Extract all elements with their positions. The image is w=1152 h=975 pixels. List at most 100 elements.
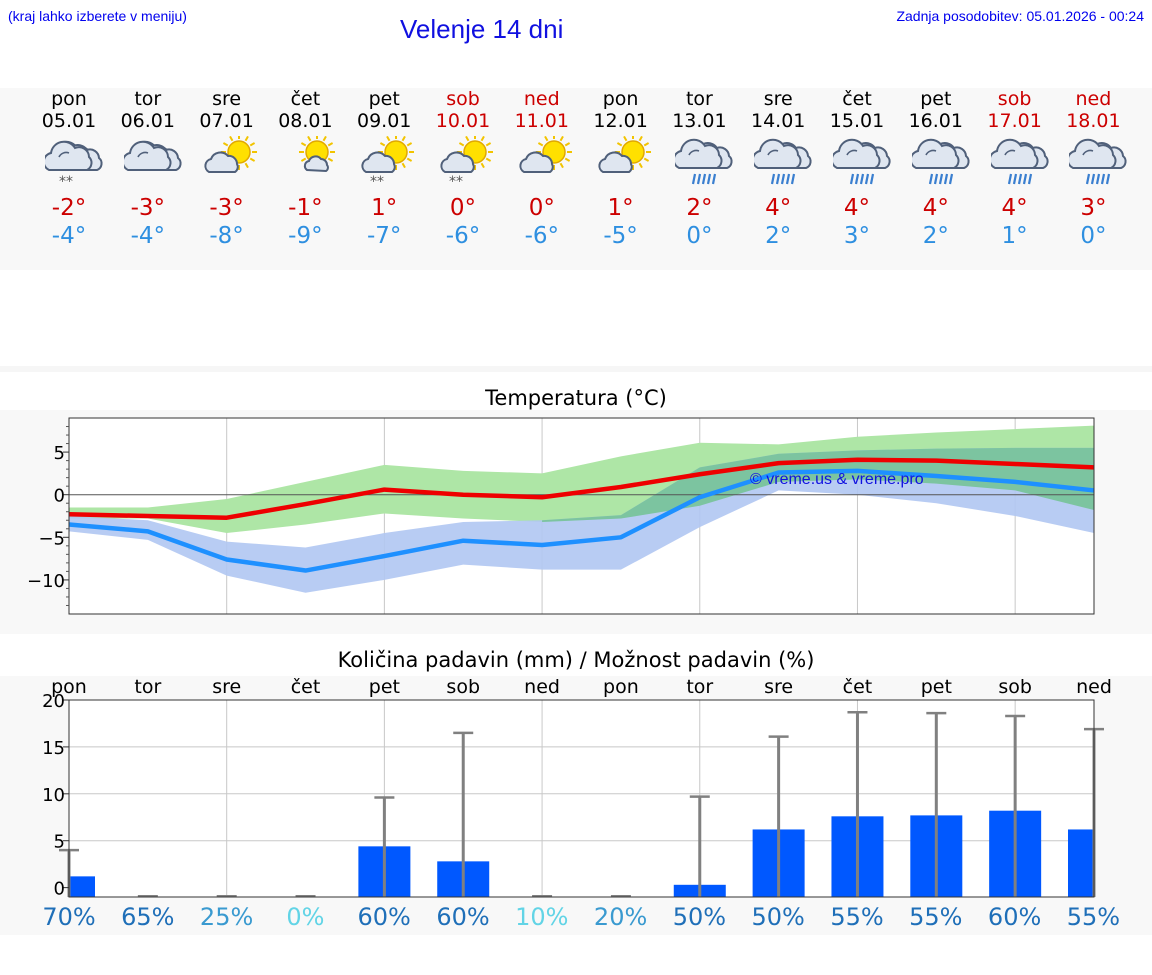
temp-min: 0° [686,223,713,249]
y-tick-label: −5 [38,528,65,549]
precip-bar [69,876,95,897]
temp-max: 4° [922,195,949,221]
sun-cloud-snow-icon: ** [423,136,503,196]
day-forecast: tor 13.01 2° 0° [659,88,739,250]
svg-text:**: ** [449,174,463,190]
day-date: 12.01 [593,110,648,132]
day-date: 16.01 [908,110,963,132]
y-tick-label: 15 [42,738,65,759]
min-temp-line [68,468,1095,573]
y-tick-label: 0 [54,486,65,507]
temp-max: -3° [209,195,244,221]
precipitation-plot: pon tor sre čet pet sob ned pon tor sre čet pet sob n… [42,676,1112,900]
precip-day-label: ned [1076,676,1112,698]
temp-min: -4° [51,223,87,249]
temp-max: 0° [528,195,555,221]
precip-chart-title: Količina padavin (mm) / Možnost padavin … [337,648,815,672]
location-hint: (kraj lahko izberete v meniju) [8,8,187,24]
day-forecast: sob 17.01 4° 1° [975,88,1055,250]
day-date: 07.01 [199,110,254,132]
precip-chance: 0% [286,903,325,931]
day-forecast: sre 07.01 -3° -8° [187,88,267,250]
sun-cloud-icon [581,136,661,196]
temperature-plot: 5 0 −5 −10 © vreme.us & vreme.pro [27,417,1095,615]
precip-chance: 10% [515,903,569,931]
day-date: 05.01 [41,110,97,132]
day-date: 09.01 [356,110,412,132]
temp-max: 0° [449,195,477,221]
temp-min: -5° [603,223,638,249]
temp-max: 4° [1001,195,1028,221]
temp-min: -7° [366,223,402,249]
day-date: 11.01 [514,110,569,132]
precip-day-label: pet [369,676,400,698]
day-forecast: čet 08.01 -1° -9° [265,88,345,250]
temp-max: 2° [686,195,713,221]
precip-chance: 70% [42,903,96,931]
day-forecast: sre 14.01 4° 2° [738,88,818,250]
temp-min: 0° [1080,223,1107,249]
temp-max: 4° [843,195,871,221]
precip-day-label: pon [603,676,639,698]
day-name: pon [51,88,87,110]
forecast-strip [0,88,1152,270]
temp-max: -2° [51,195,87,221]
day-name: sob [446,88,480,110]
precip-day-label: tor [134,676,161,698]
precip-day-label: sob [446,676,480,698]
day-name: ned [523,88,560,110]
precip-chance: 20% [593,903,648,931]
day-name: pon [602,88,639,110]
day-forecast: tor 06.01 -3° -4° [108,88,188,250]
temp-max: 1° [607,195,634,221]
precip-chance: 50% [672,903,727,931]
day-name: pet [368,88,400,110]
temp-max: -1° [288,195,323,221]
divider [0,366,1152,372]
precip-chance: 60% [987,903,1042,931]
precip-chance: 60% [436,903,490,931]
precip-chance: 25% [199,903,254,931]
day-date: 15.01 [829,110,885,132]
last-update: Zadnja posodobitev: 05.01.2026 - 00:24 [896,8,1144,24]
y-tick-label: 0 [54,879,65,900]
day-name: sre [212,88,242,110]
temp-min: -6° [445,223,481,249]
precip-chance: 55% [1066,903,1121,931]
temp-min: -8° [209,223,244,249]
precip-day-label: čet [291,676,321,698]
precip-day-label: sre [764,676,793,698]
day-name: ned [1075,88,1112,110]
day-date: 08.01 [278,110,333,132]
temperature-chart-title: Temperatura (°C) [485,386,667,410]
precip-day-label: sob [998,676,1032,698]
watermark: © vreme.us & vreme.pro [750,471,924,488]
sun-cloud-icon [502,136,582,196]
sun-small-cloud-icon [265,136,345,196]
precip-day-label: pet [921,676,952,698]
day-date: 13.01 [672,110,727,132]
day-forecast: pon 05.01 ** -2° -4° [29,88,109,250]
day-forecast: čet 15.01 4° 3° [817,88,897,250]
max-temp-line [68,457,1095,520]
cloud-icon [108,136,188,196]
temp-max: 1° [371,195,398,221]
day-forecast: pet 16.01 4° 2° [896,88,976,250]
day-forecast: ned 18.01 3° 0° [1053,88,1133,250]
day-forecast: pet 09.01 ** 1° -7° [344,88,424,250]
temp-max: 4° [765,195,792,221]
day-forecast: ned 11.01 0° -6° [502,88,582,250]
sun-cloud-icon [187,136,267,196]
day-name: sob [997,88,1032,110]
temp-max: 3° [1080,195,1107,221]
precip-day-label: sre [212,676,241,698]
y-tick-label: 20 [42,691,65,712]
day-date: 17.01 [987,110,1042,132]
precip-day-label: pon [51,676,87,698]
precip-day-label: ned [524,676,560,698]
day-date: 18.01 [1066,110,1121,132]
cloud-snow-icon: ** [29,136,109,196]
temp-min: 3° [843,223,871,249]
day-forecast: pon 12.01 1° -5° [581,88,661,250]
